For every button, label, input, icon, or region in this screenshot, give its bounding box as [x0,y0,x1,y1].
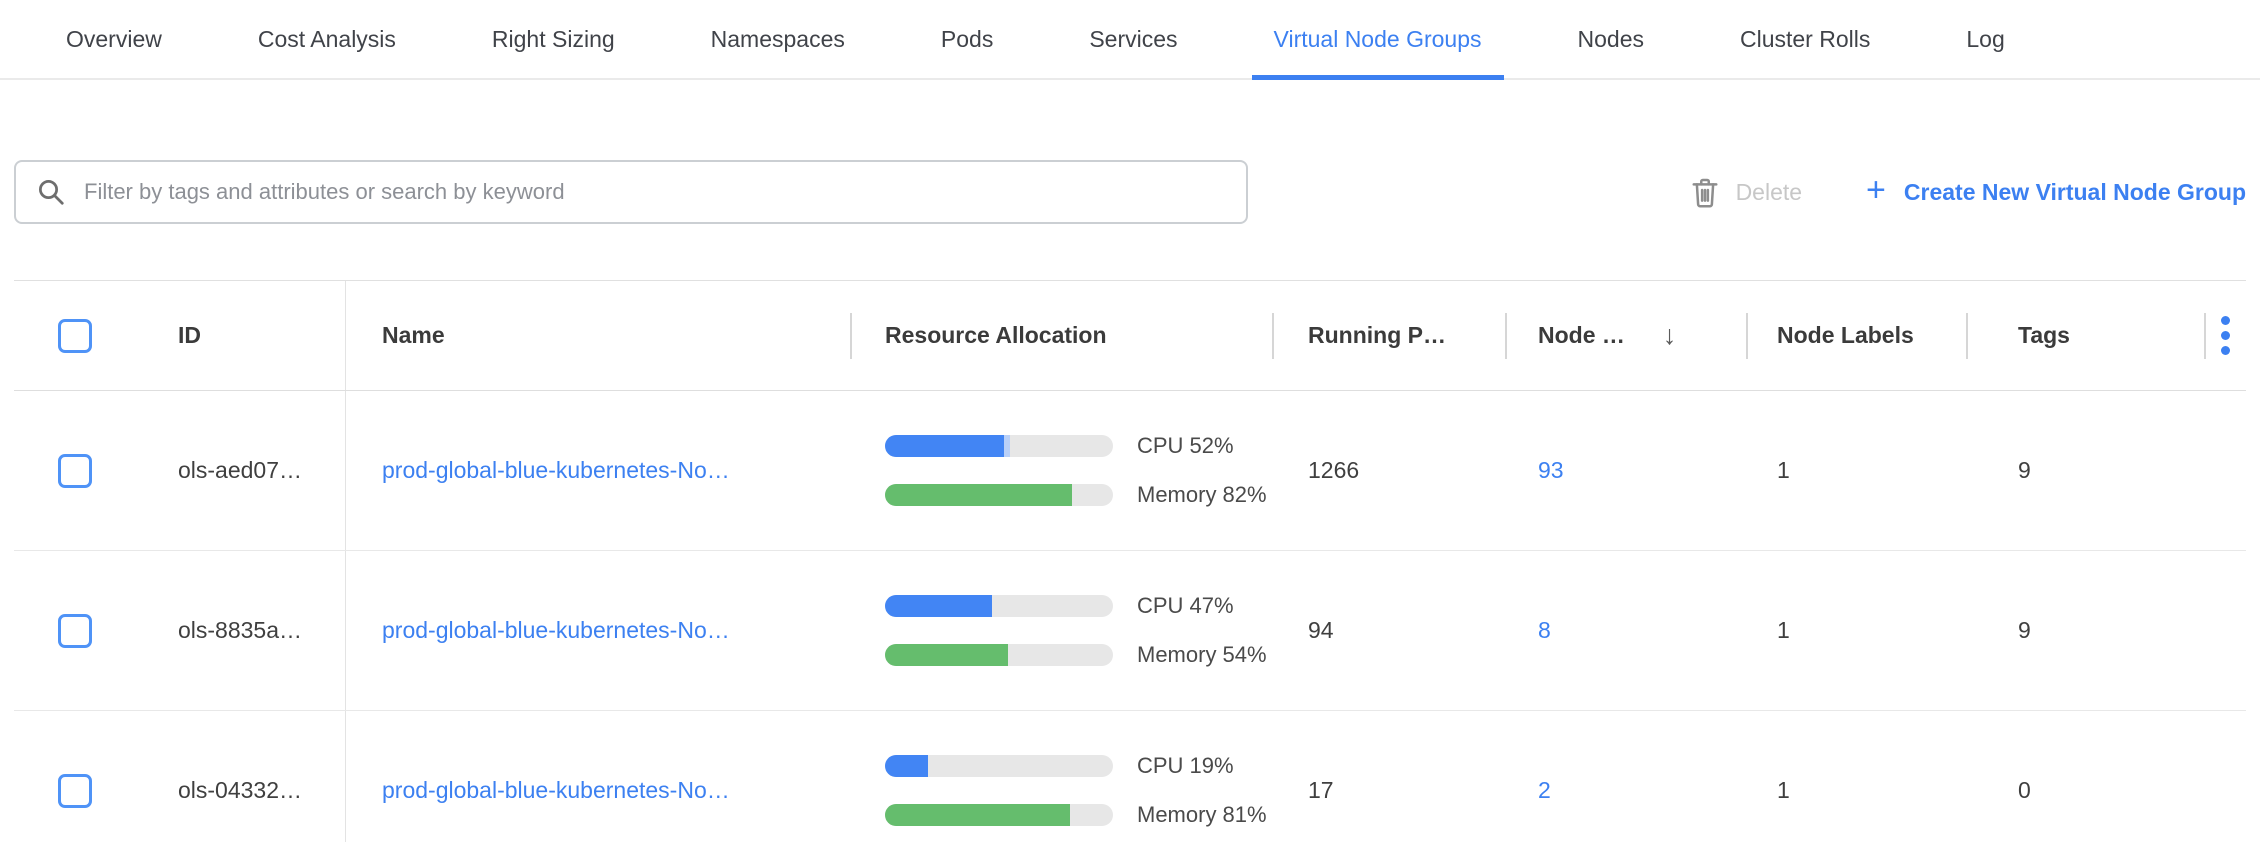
running-pods-value: 1266 [1308,457,1360,483]
trash-icon [1692,178,1718,207]
tab-nodes[interactable]: Nodes [1577,25,1644,52]
node-labels-value: 1 [1777,617,1790,643]
cpu-usage-label: CPU 19% [1137,753,1234,778]
tab-services[interactable]: Services [1089,25,1178,52]
row-checkbox[interactable] [58,773,92,808]
search-input[interactable] [84,179,1226,205]
column-settings-cell [2205,281,2246,390]
running-pods-value: 94 [1308,617,1334,643]
plus-icon: + [1866,171,1886,209]
nodes-count-link[interactable]: 2 [1538,777,1551,803]
table-row: ols-aed07… prod-global-blue-kubernetes-N… [14,391,2246,551]
memory-usage-bar [885,484,1113,506]
cpu-usage-bar [885,435,1113,457]
toolbar: Delete + Create New Virtual Node Group [0,160,2260,224]
cpu-usage-bar [885,595,1113,617]
nodes-count-link[interactable]: 8 [1538,617,1551,643]
tab-cluster-rolls[interactable]: Cluster Rolls [1739,25,1871,52]
running-pods-value: 17 [1308,777,1334,803]
tab-bar: Overview Cost Analysis Right Sizing Name… [0,0,2260,80]
virtual-node-groups-table: ID Name Resource Allocation Running P… N… [14,280,2246,842]
memory-usage-bar [885,644,1113,666]
row-name-link[interactable]: prod-global-blue-kubernetes-No… [382,617,730,643]
resource-allocation: CPU 19% Memory 81% [885,753,1267,828]
memory-usage-label: Memory 82% [1137,482,1267,507]
tags-value: 9 [2018,617,2031,643]
tab-pods[interactable]: Pods [940,25,994,52]
cpu-usage-bar [885,755,1113,777]
column-header-running-pods[interactable]: Running P… [1273,281,1506,390]
filter-search-box[interactable] [14,160,1248,224]
memory-usage-label: Memory 54% [1137,642,1267,667]
tab-right-sizing[interactable]: Right Sizing [491,25,615,52]
column-settings-kebab-icon[interactable] [2215,310,2236,361]
table-row: ols-04332… prod-global-blue-kubernetes-N… [14,711,2246,842]
sort-desc-arrow-icon[interactable]: ↓ [1662,320,1677,350]
table-row: ols-8835a… prod-global-blue-kubernetes-N… [14,551,2246,711]
delete-button[interactable]: Delete [1690,176,1802,209]
node-labels-value: 1 [1777,777,1790,803]
cpu-usage-label: CPU 47% [1137,593,1234,618]
table-header-row: ID Name Resource Allocation Running P… N… [14,281,2246,391]
search-icon [39,180,64,205]
row-name-link[interactable]: prod-global-blue-kubernetes-No… [382,457,730,483]
cpu-usage-label: CPU 52% [1137,433,1234,458]
select-all-checkbox[interactable] [58,318,92,353]
tab-overview[interactable]: Overview [66,25,162,52]
tab-cost-analysis[interactable]: Cost Analysis [257,25,396,52]
tags-value: 0 [2018,777,2031,803]
create-new-virtual-node-group-button[interactable]: + Create New Virtual Node Group [1866,171,2246,209]
resource-allocation: CPU 47% Memory 54% [885,593,1267,668]
tab-namespaces[interactable]: Namespaces [710,25,845,52]
memory-usage-bar [885,804,1113,826]
resource-allocation: CPU 52% Memory 82% [885,433,1267,508]
row-id: ols-8835a… [130,551,346,710]
row-name-link[interactable]: prod-global-blue-kubernetes-No… [382,777,730,803]
row-id: ols-aed07… [130,391,346,550]
tags-value: 9 [2018,457,2031,483]
tab-virtual-node-groups[interactable]: Virtual Node Groups [1251,0,1504,80]
node-labels-value: 1 [1777,457,1790,483]
create-label: Create New Virtual Node Group [1903,178,2246,205]
row-id: ols-04332… [130,711,346,842]
column-header-resource-allocation[interactable]: Resource Allocation [851,281,1273,390]
row-checkbox[interactable] [58,613,92,648]
tab-log[interactable]: Log [1966,25,2005,52]
nodes-count-link[interactable]: 93 [1538,457,1564,483]
column-header-name[interactable]: Name [382,322,445,348]
row-checkbox[interactable] [58,453,92,488]
column-header-nodes[interactable]: Node … ↓ [1506,281,1747,390]
memory-usage-label: Memory 81% [1137,802,1267,827]
delete-label: Delete [1735,178,1803,205]
column-header-nodes-label: Node … [1538,322,1625,348]
toolbar-actions: Delete + Create New Virtual Node Group [1690,171,2246,209]
column-header-node-labels[interactable]: Node Labels [1747,281,1967,390]
column-header-tags[interactable]: Tags [1967,281,2205,390]
column-header-id[interactable]: ID [130,281,346,390]
